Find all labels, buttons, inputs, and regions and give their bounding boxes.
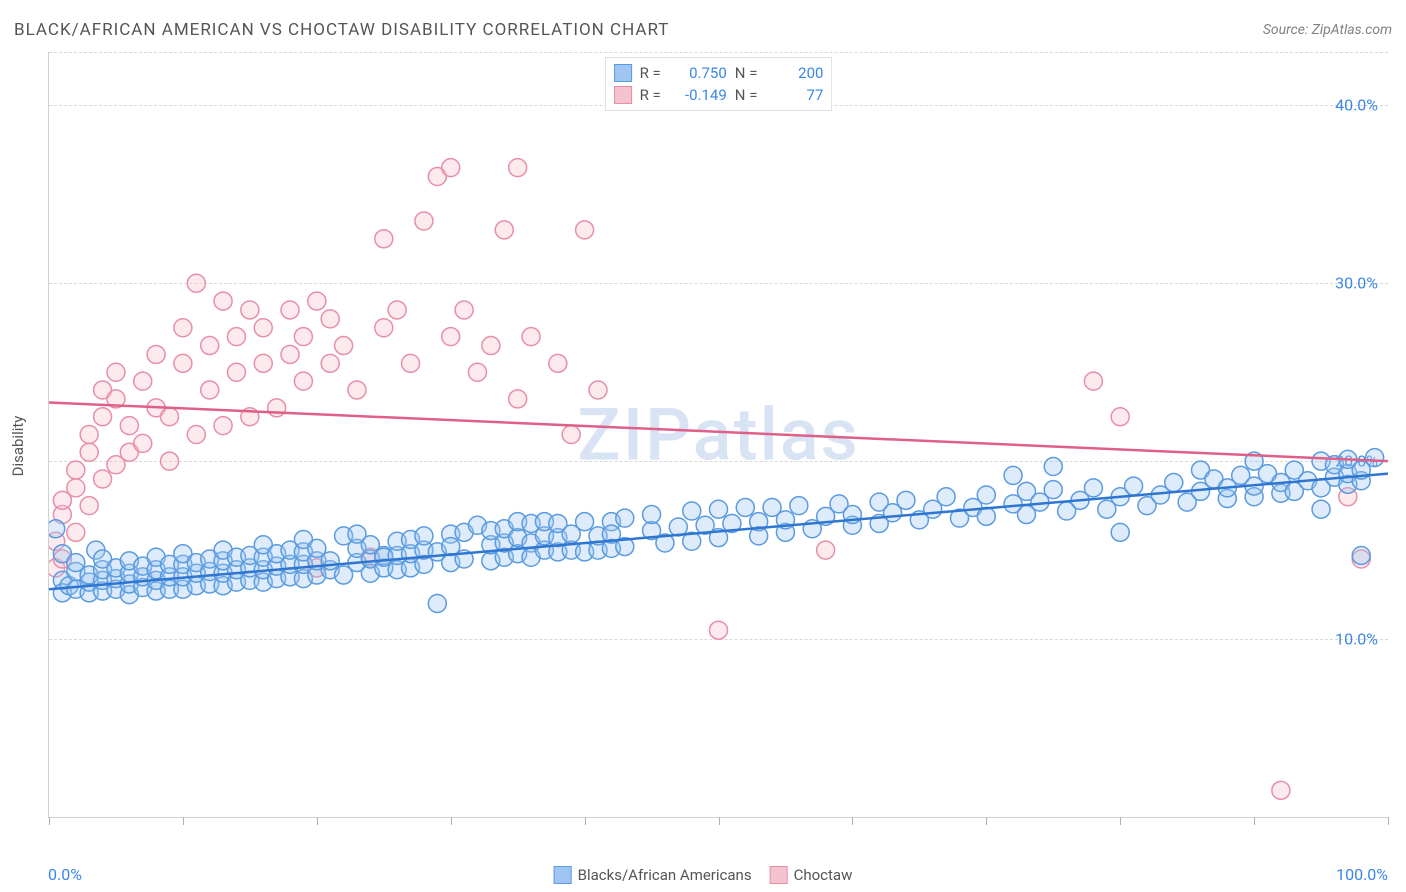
correlation-legend: R = 0.750 N = 200 R = -0.149 N = 77 xyxy=(605,57,833,111)
r-value: -0.149 xyxy=(669,86,727,104)
n-label: N = xyxy=(735,64,758,82)
source-attribution: Source: ZipAtlas.com xyxy=(1263,22,1392,38)
x-tick-label-max: 100.0% xyxy=(1336,865,1388,884)
r-value: 0.750 xyxy=(669,64,727,82)
legend-item: Choctaw xyxy=(770,866,853,884)
swatch-icon xyxy=(614,64,632,82)
y-axis-label: Disability xyxy=(9,416,27,477)
n-value: 77 xyxy=(765,86,823,104)
legend-row: R = 0.750 N = 200 xyxy=(614,62,824,84)
swatch-icon xyxy=(554,866,572,884)
legend-row: R = -0.149 N = 77 xyxy=(614,84,824,106)
chart-container: BLACK/AFRICAN AMERICAN VS CHOCTAW DISABI… xyxy=(0,0,1406,892)
legend-label: Choctaw xyxy=(794,866,853,884)
legend-label: Blacks/African Americans xyxy=(578,866,752,884)
n-value: 200 xyxy=(765,64,823,82)
chart-title: BLACK/AFRICAN AMERICAN VS CHOCTAW DISABI… xyxy=(14,20,669,40)
swatch-icon xyxy=(614,86,632,104)
r-label: R = xyxy=(640,64,661,82)
legend-item: Blacks/African Americans xyxy=(554,866,752,884)
x-tick-label-min: 0.0% xyxy=(48,865,82,884)
plot-area: ZIPatlas R = 0.750 N = 200 R = -0.149 N … xyxy=(48,52,1388,818)
r-label: R = xyxy=(640,86,661,104)
n-label: N = xyxy=(735,86,758,104)
swatch-icon xyxy=(770,866,788,884)
scatter-svg xyxy=(49,52,1388,817)
series-legend: Blacks/African Americans Choctaw xyxy=(554,866,853,884)
